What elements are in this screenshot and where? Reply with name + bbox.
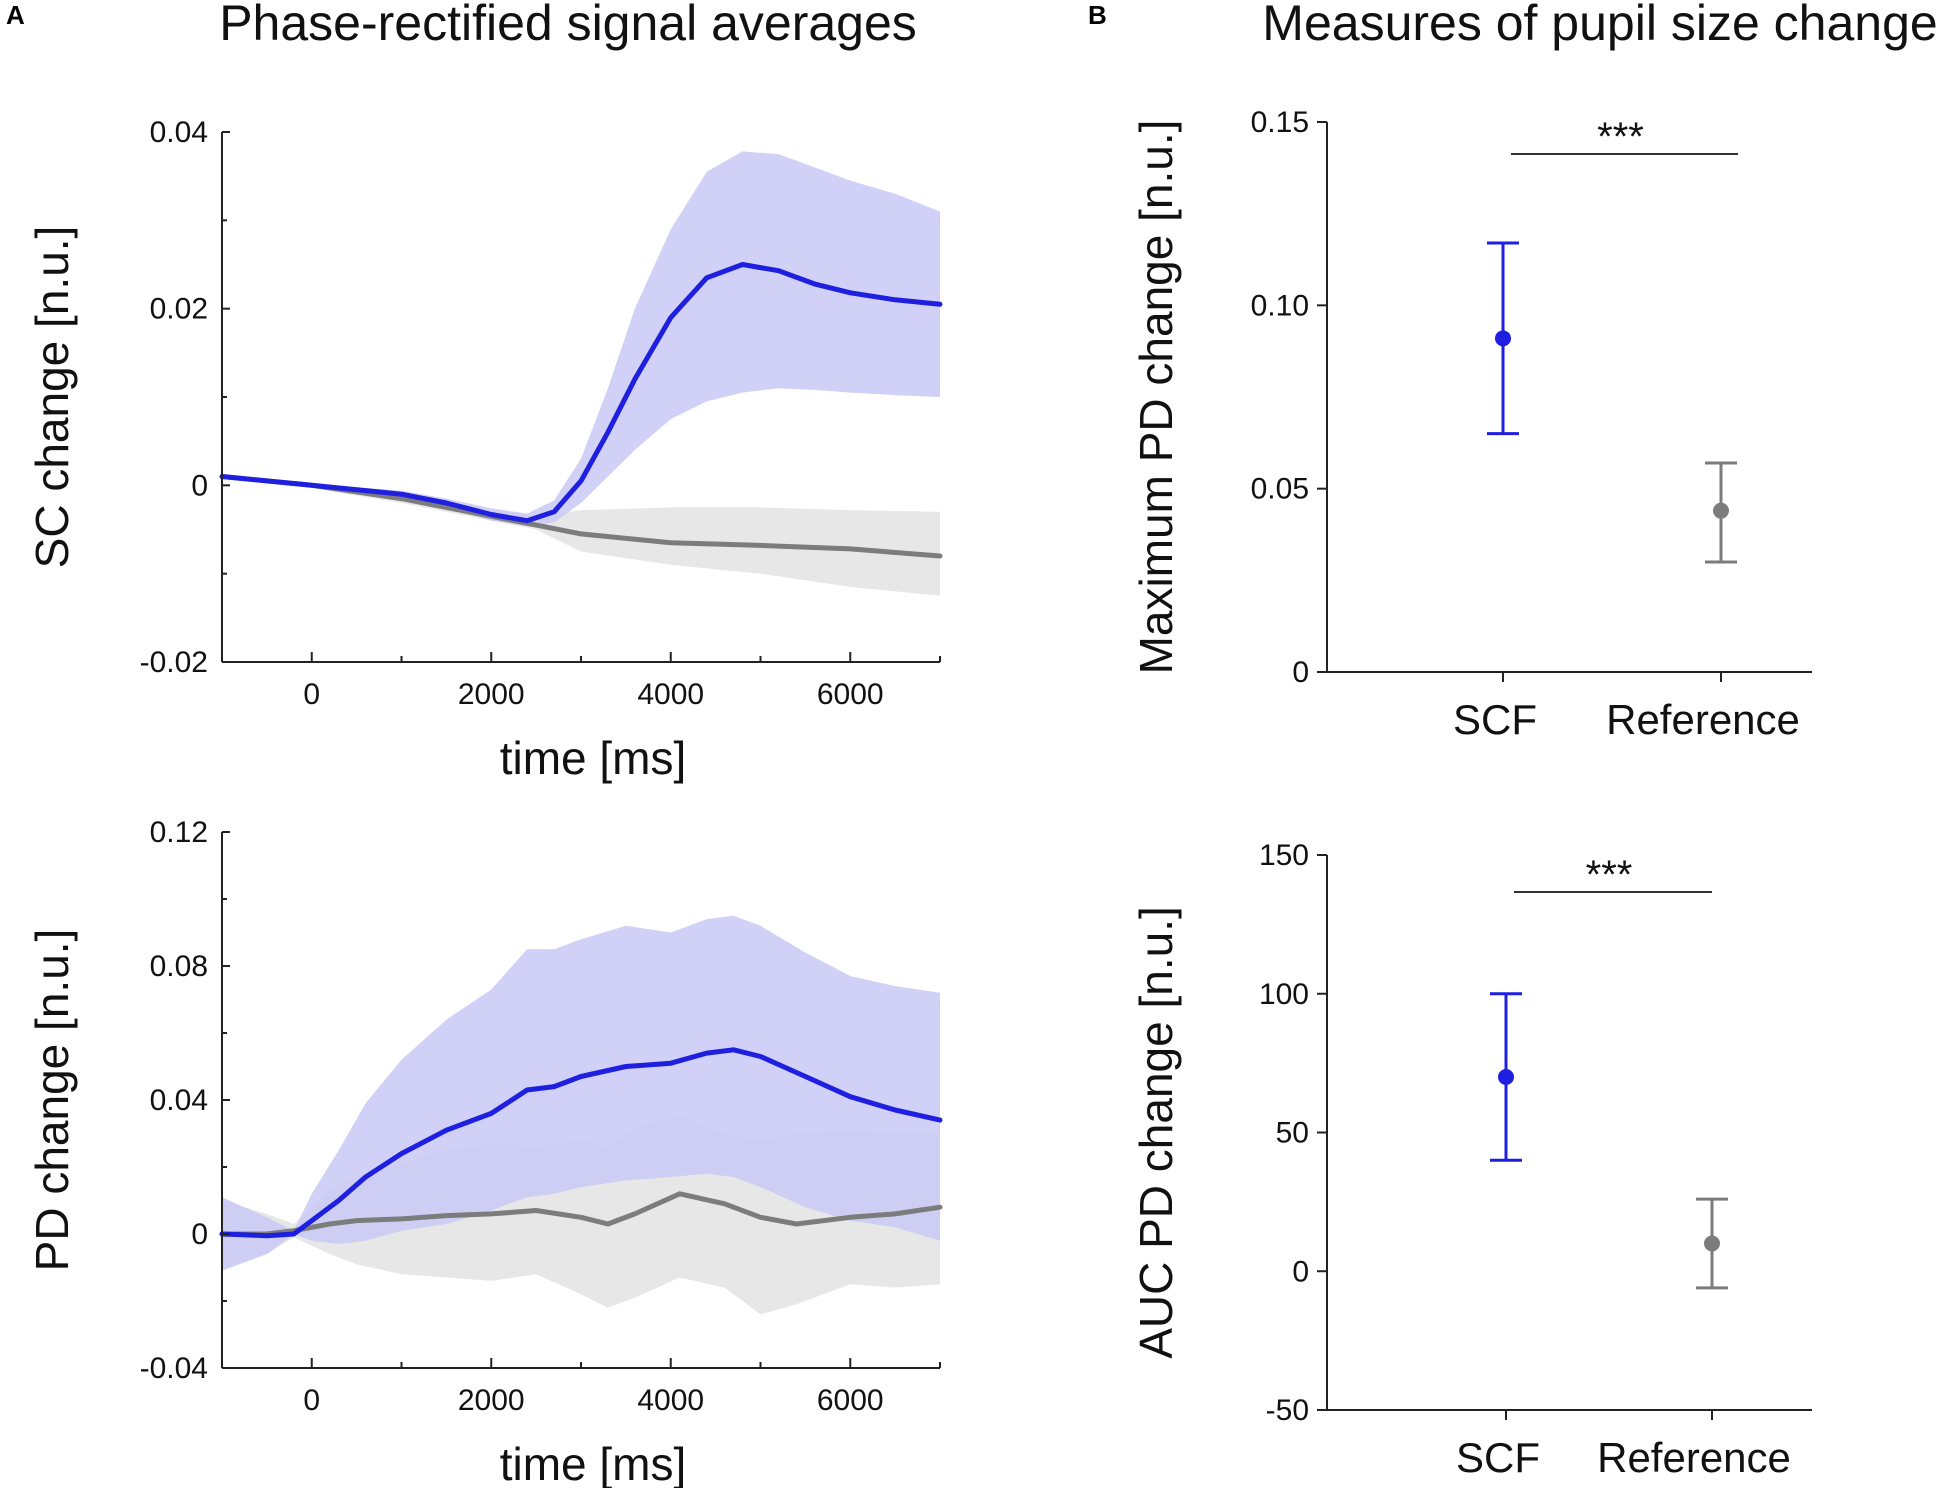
y-tick-label: -50 xyxy=(1266,1394,1309,1427)
y-tick-label: 0.04 xyxy=(150,116,208,149)
maximum-pd-change-chart: 0 0.05 0.10 0.15 SCF Reference *** Maximum PD c… xyxy=(1130,106,1812,743)
significance-label: *** xyxy=(1597,115,1644,159)
y-tick-label: 0 xyxy=(1292,1255,1309,1288)
y-tick-label: 0.15 xyxy=(1251,106,1309,139)
band-scf xyxy=(222,151,940,526)
y-tick-label: -0.02 xyxy=(140,646,208,679)
y-tick-label: 0.08 xyxy=(150,950,208,983)
y-tick-label: 50 xyxy=(1276,1117,1309,1150)
y-tick-label: 0 xyxy=(191,1218,208,1251)
panel-a-title: Phase-rectified signal averages xyxy=(219,0,917,51)
y-tick-label: 0 xyxy=(1292,656,1309,689)
y-axis-label: Maximum PD change [n.u.] xyxy=(1130,120,1182,675)
x-tick-label: 6000 xyxy=(817,678,884,711)
category-label-reference: Reference xyxy=(1606,696,1800,743)
panel-a-letter: A xyxy=(6,0,25,30)
y-axis-label: SC change [n.u.] xyxy=(26,226,78,569)
x-tick-label: 6000 xyxy=(817,1384,884,1417)
band-scf xyxy=(222,915,940,1271)
y-tick-label: 0.10 xyxy=(1251,289,1309,322)
auc-pd-change-chart: -50 0 50 100 150 SCF Reference *** AUC PD change… xyxy=(1130,839,1812,1481)
x-tick-label: 0 xyxy=(303,678,320,711)
y-tick-label: 0.12 xyxy=(150,816,208,849)
category-label-scf: SCF xyxy=(1453,696,1537,743)
y-axis-label: AUC PD change [n.u.] xyxy=(1130,906,1182,1359)
data-point-scf xyxy=(1495,330,1511,347)
pd-change-chart: -0.04 0 0.04 0.08 0.12 0 2000 4000 6000 time [ms]… xyxy=(26,816,943,1488)
y-tick-label: 0.05 xyxy=(1251,473,1309,506)
significance-label: *** xyxy=(1586,853,1633,897)
panel-b-letter: B xyxy=(1088,0,1107,30)
y-tick-label: 150 xyxy=(1259,839,1309,872)
y-tick-label: 100 xyxy=(1259,978,1309,1011)
data-point-reference xyxy=(1713,502,1729,519)
y-tick-label: 0.04 xyxy=(150,1084,208,1117)
x-tick-label: 4000 xyxy=(637,678,704,711)
x-axis-label: time [ms] xyxy=(500,732,687,784)
x-tick-label: 4000 xyxy=(637,1384,704,1417)
x-tick-label: 0 xyxy=(303,1384,320,1417)
x-tick-label: 2000 xyxy=(458,1384,525,1417)
panel-b-title: Measures of pupil size change xyxy=(1262,0,1937,51)
x-axis-label: time [ms] xyxy=(500,1438,687,1488)
data-point-reference xyxy=(1704,1235,1720,1252)
x-tick-label: 2000 xyxy=(458,678,525,711)
series-line-scf xyxy=(219,1047,943,1239)
series-line-scf xyxy=(219,262,943,524)
category-label-scf: SCF xyxy=(1456,1434,1540,1481)
category-label-reference: Reference xyxy=(1597,1434,1791,1481)
series-line-reference xyxy=(219,1191,943,1237)
y-tick-label: 0 xyxy=(191,469,208,502)
y-tick-label: 0.02 xyxy=(150,293,208,326)
data-point-scf xyxy=(1498,1069,1514,1085)
sc-change-chart: -0.02 0 0.02 0.04 0 2000 4000 6000 time [ms] SC c… xyxy=(26,116,943,784)
y-axis-label: PD change [n.u.] xyxy=(26,929,78,1272)
y-tick-label: -0.04 xyxy=(140,1352,208,1385)
